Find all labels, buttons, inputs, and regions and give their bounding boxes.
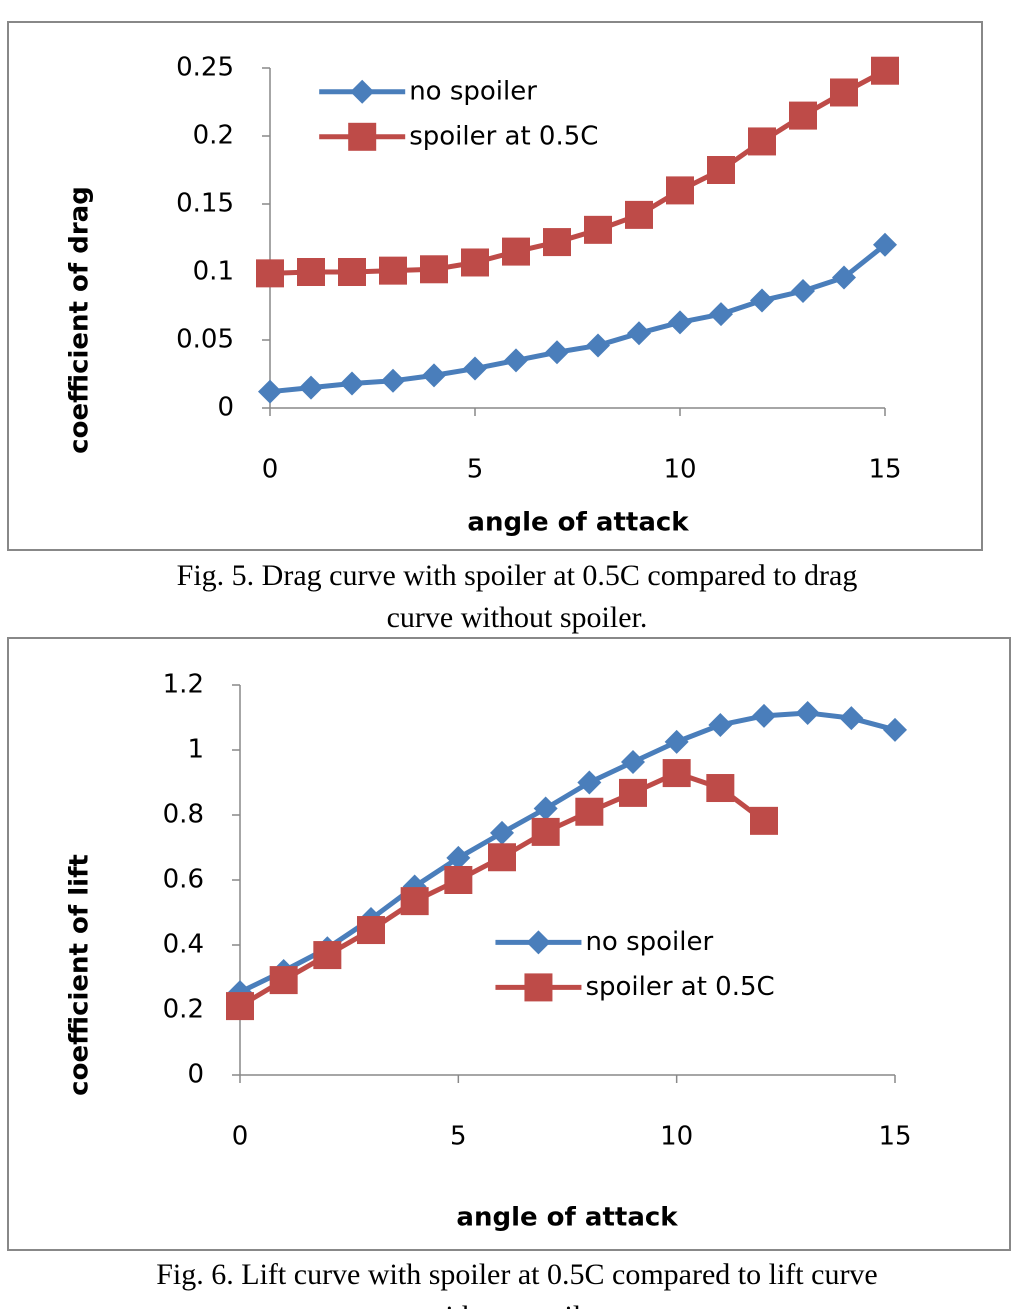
marker: [502, 237, 530, 266]
legend-marker: [524, 973, 553, 1002]
legend-marker: [348, 122, 377, 151]
x-tick-label: 10: [663, 455, 696, 485]
marker: [752, 703, 776, 728]
y-tick-label: 0.6: [163, 865, 204, 895]
legend-label: no spoiler: [409, 76, 537, 106]
marker: [256, 259, 284, 288]
marker: [463, 356, 487, 381]
y-tick-label: 1: [187, 735, 204, 765]
marker: [543, 228, 571, 257]
marker: [488, 843, 516, 872]
x-tick-label: 0: [262, 455, 279, 485]
legend-marker: [350, 79, 375, 104]
y-tick-label: 0.15: [176, 189, 234, 219]
marker: [297, 258, 325, 286]
series-line: [238, 710, 896, 995]
caption: Fig. 5. Drag curve with spoiler at 0.5C …: [176, 559, 858, 634]
legend-label: no spoiler: [585, 927, 713, 957]
marker: [708, 712, 733, 737]
marker: [446, 845, 471, 870]
marker: [706, 774, 735, 803]
marker: [627, 321, 651, 346]
legend-marker: [526, 930, 551, 955]
marker: [269, 966, 298, 995]
marker: [750, 806, 778, 835]
marker: [871, 56, 899, 85]
marker: [381, 368, 405, 393]
x-axis-title: angle of attack: [456, 1203, 678, 1233]
y-axis-title: coefficient of lift: [65, 854, 95, 1096]
legend-label: spoiler at 0.5C: [585, 972, 774, 1002]
x-axis-title: angle of attack: [467, 508, 689, 538]
marker: [664, 729, 689, 754]
y-tick-label: 1.2: [163, 670, 204, 700]
x-tick-label: 10: [660, 1122, 693, 1152]
marker: [707, 156, 735, 184]
marker: [873, 232, 897, 257]
marker: [625, 200, 653, 229]
y-tick-label: 0.2: [163, 995, 204, 1025]
y-axis-title: coefficient of drag: [65, 186, 95, 454]
marker: [668, 310, 692, 335]
marker: [299, 375, 323, 400]
y-tick-label: 0.1: [193, 257, 234, 287]
marker: [545, 340, 569, 365]
x-tick-label: 15: [878, 1122, 911, 1152]
marker: [533, 796, 558, 821]
marker: [226, 992, 254, 1021]
marker: [830, 78, 858, 107]
y-tick-label: 0.05: [176, 325, 234, 355]
marker: [586, 333, 610, 358]
marker: [340, 371, 364, 396]
marker: [577, 770, 602, 795]
marker: [619, 778, 647, 807]
marker: [791, 279, 815, 304]
marker: [357, 916, 385, 945]
marker: [584, 215, 612, 244]
legend-label: spoiler at 0.5C: [409, 121, 598, 151]
marker: [400, 887, 429, 916]
y-tick-label: 0: [187, 1060, 204, 1090]
y-tick-label: 0.2: [193, 121, 234, 151]
y-tick-label: 0: [217, 393, 234, 423]
marker: [461, 248, 489, 277]
marker: [379, 256, 407, 285]
x-tick-label: 0: [232, 1122, 249, 1152]
marker: [883, 717, 907, 742]
marker: [313, 941, 342, 970]
marker: [490, 820, 514, 845]
marker: [338, 258, 366, 286]
marker: [444, 866, 473, 894]
y-tick-label: 0.4: [163, 930, 204, 960]
marker: [748, 127, 776, 156]
marker: [666, 176, 694, 205]
y-tick-label: 0.8: [163, 800, 204, 830]
x-tick-label: 5: [450, 1122, 467, 1152]
marker: [258, 379, 282, 404]
caption-box: Fig. 6. Lift curve with spoiler at 0.5C …: [0, 1254, 1034, 1309]
marker: [662, 759, 691, 788]
x-tick-label: 5: [467, 455, 484, 485]
marker: [531, 817, 560, 846]
series-line: [269, 68, 887, 276]
marker: [750, 288, 774, 313]
series-line: [269, 242, 887, 395]
marker: [621, 750, 645, 775]
marker: [504, 348, 528, 373]
marker: [789, 101, 817, 130]
marker: [832, 265, 856, 290]
x-tick-label: 15: [868, 455, 901, 485]
marker: [795, 700, 820, 725]
marker: [709, 302, 733, 327]
caption-box: Fig. 5. Drag curve with spoiler at 0.5C …: [0, 555, 1034, 639]
marker: [422, 363, 446, 388]
marker: [575, 797, 604, 826]
y-tick-label: 0.25: [176, 53, 234, 83]
marker: [420, 255, 448, 284]
caption: Fig. 6. Lift curve with spoiler at 0.5C …: [156, 1258, 878, 1309]
marker: [839, 706, 864, 731]
